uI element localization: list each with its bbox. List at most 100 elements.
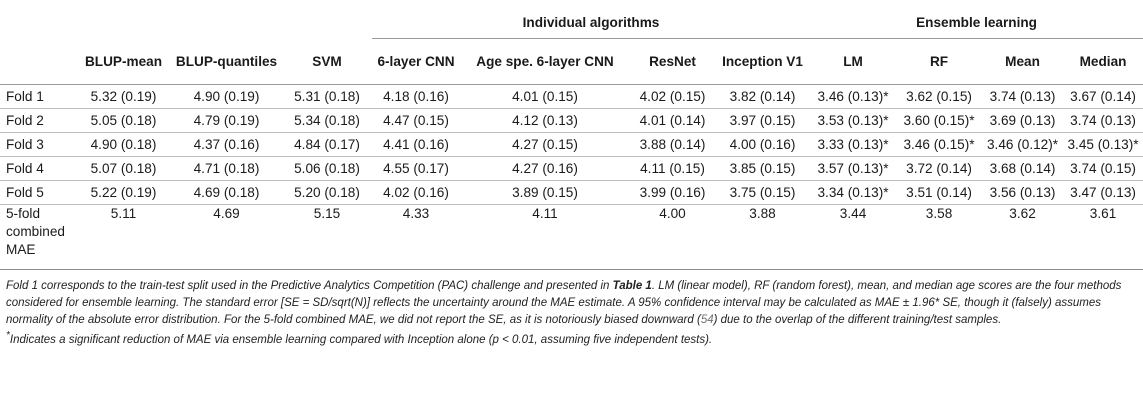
table-cell: 3.74 (0.13) <box>1063 108 1143 133</box>
combined-row: 5-fold combined MAE 5.11 4.69 5.15 4.33 … <box>0 204 1143 270</box>
table-cell: 3.74 (0.15) <box>1063 156 1143 181</box>
table-cell: 4.84 (0.17) <box>282 132 372 157</box>
table-row: Fold 3 4.90 (0.18) 4.37 (0.16) 4.84 (0.1… <box>0 132 1143 157</box>
table-cell: 3.62 <box>982 204 1064 270</box>
table-cell: 3.85 (0.15) <box>715 156 811 181</box>
table-cell: 3.46 (0.12)* <box>982 132 1064 157</box>
significance-footnote: *Indicates a significant reduction of MA… <box>6 330 1138 349</box>
table-cell: 5.34 (0.18) <box>282 108 372 133</box>
table-1-link[interactable]: Table 1 <box>612 280 652 292</box>
table-notes: Fold 1 corresponds to the train-test spl… <box>6 278 1138 349</box>
table-cell: 3.74 (0.13) <box>982 84 1064 109</box>
note-text: Fold 1 corresponds to the train-test spl… <box>6 280 613 292</box>
table-cell: 3.51 (0.14) <box>896 180 983 205</box>
table-cell: 5.20 (0.18) <box>282 180 372 205</box>
table-cell: 5.32 (0.19) <box>76 84 171 109</box>
table-cell: 3.60 (0.15)* <box>896 108 983 133</box>
table-row: Fold 5 5.22 (0.19) 4.69 (0.18) 5.20 (0.1… <box>0 180 1143 205</box>
table-cell: 4.69 (0.18) <box>171 180 282 205</box>
table-cell: 3.75 (0.15) <box>715 180 811 205</box>
table-cell: 3.72 (0.14) <box>896 156 983 181</box>
table-cell: 4.11 (0.15) <box>630 156 715 181</box>
table-cell: 5.11 <box>76 204 171 270</box>
table-cell: 3.69 (0.13) <box>982 108 1064 133</box>
note-text: * SE, though it (falsely) assumes normal… <box>6 297 1101 326</box>
table-cell: 4.90 (0.18) <box>76 132 171 157</box>
column-header: BLUP-quantiles <box>171 38 282 85</box>
group-header-row: Individual algorithms Ensemble learning <box>0 6 1143 39</box>
table-cell: 3.33 (0.13)* <box>810 132 897 157</box>
table-cell: 3.34 (0.13)* <box>810 180 897 205</box>
column-header: Mean <box>982 38 1064 85</box>
table-cell: 4.33 <box>372 204 460 270</box>
column-header: Median <box>1063 38 1143 85</box>
column-header: ResNet <box>630 38 715 85</box>
table-cell: 3.97 (0.15) <box>715 108 811 133</box>
note-text: . LM (linear model), RF (random forest),… <box>6 280 1122 309</box>
column-header: BLUP-mean <box>76 38 171 85</box>
table-cell: 5.05 (0.18) <box>76 108 171 133</box>
table-cell: 4.00 <box>630 204 715 270</box>
table-cell: 3.56 (0.13) <box>982 180 1064 205</box>
table-cell: 3.89 (0.15) <box>460 180 630 205</box>
table-cell: 3.62 (0.15) <box>896 84 983 109</box>
results-table: Individual algorithms Ensemble learning … <box>0 6 1143 270</box>
table-cell: 4.02 (0.15) <box>630 84 715 109</box>
table-cell: 5.31 (0.18) <box>282 84 372 109</box>
table-cell: 4.71 (0.18) <box>171 156 282 181</box>
table-cell: 4.27 (0.15) <box>460 132 630 157</box>
table-cell: 5.07 (0.18) <box>76 156 171 181</box>
row-label: Fold 3 <box>0 132 76 157</box>
table-row: Fold 1 5.32 (0.19) 4.90 (0.19) 5.31 (0.1… <box>0 84 1143 109</box>
column-header: Age spe. 6-layer CNN <box>460 38 630 85</box>
row-label: Fold 1 <box>0 84 76 109</box>
column-header: Inception V1 <box>715 38 811 85</box>
table-cell: 4.37 (0.16) <box>171 132 282 157</box>
table-cell: 4.01 (0.15) <box>460 84 630 109</box>
table-cell: 3.57 (0.13)* <box>810 156 897 181</box>
combined-row-label: 5-fold combined MAE <box>0 204 76 270</box>
table-row: Fold 4 5.07 (0.18) 4.71 (0.18) 5.06 (0.1… <box>0 156 1143 181</box>
table-cell: 3.46 (0.15)* <box>896 132 983 157</box>
table-cell: 3.45 (0.13)* <box>1063 132 1143 157</box>
row-label: Fold 5 <box>0 180 76 205</box>
column-header-row: BLUP-mean BLUP-quantiles SVM 6-layer CNN… <box>0 38 1143 85</box>
row-label: Fold 4 <box>0 156 76 181</box>
table-cell: 3.88 <box>715 204 811 270</box>
column-header: SVM <box>282 38 372 85</box>
table-cell: 3.61 <box>1063 204 1143 270</box>
column-header: 6-layer CNN <box>372 38 460 85</box>
group-header-ensemble: Ensemble learning <box>810 6 1143 39</box>
table-cell: 4.47 (0.15) <box>372 108 460 133</box>
table-cell: 4.18 (0.16) <box>372 84 460 109</box>
footnote-text: Indicates a significant reduction of MAE… <box>9 334 713 346</box>
table-cell: 4.02 (0.16) <box>372 180 460 205</box>
table-body: Fold 1 5.32 (0.19) 4.90 (0.19) 5.31 (0.1… <box>0 84 1143 270</box>
table-cell: 3.99 (0.16) <box>630 180 715 205</box>
table-cell: 3.68 (0.14) <box>982 156 1064 181</box>
table-cell: 4.79 (0.19) <box>171 108 282 133</box>
table-cell: 3.88 (0.14) <box>630 132 715 157</box>
table-cell: 3.67 (0.14) <box>1063 84 1143 109</box>
group-header-individual: Individual algorithms <box>372 6 811 39</box>
table-cell: 5.06 (0.18) <box>282 156 372 181</box>
table-cell: 4.69 <box>171 204 282 270</box>
table-cell: 4.11 <box>460 204 630 270</box>
table-cell: 3.82 (0.14) <box>715 84 811 109</box>
footnote-mark: * <box>6 330 10 342</box>
note-text: ) due to the overlap of the different tr… <box>713 314 1002 326</box>
column-header: LM <box>810 38 897 85</box>
citation-link[interactable]: 54 <box>700 314 714 326</box>
table-cell: 5.15 <box>282 204 372 270</box>
table-cell: 3.44 <box>810 204 897 270</box>
table-cell: 4.90 (0.19) <box>171 84 282 109</box>
table-cell: 3.58 <box>896 204 983 270</box>
table-cell: 4.55 (0.17) <box>372 156 460 181</box>
table-cell: 3.46 (0.13)* <box>810 84 897 109</box>
table-cell: 4.01 (0.14) <box>630 108 715 133</box>
table-cell: 4.27 (0.16) <box>460 156 630 181</box>
table-cell: 4.41 (0.16) <box>372 132 460 157</box>
table-cell: 4.12 (0.13) <box>460 108 630 133</box>
table-cell: 4.00 (0.16) <box>715 132 811 157</box>
